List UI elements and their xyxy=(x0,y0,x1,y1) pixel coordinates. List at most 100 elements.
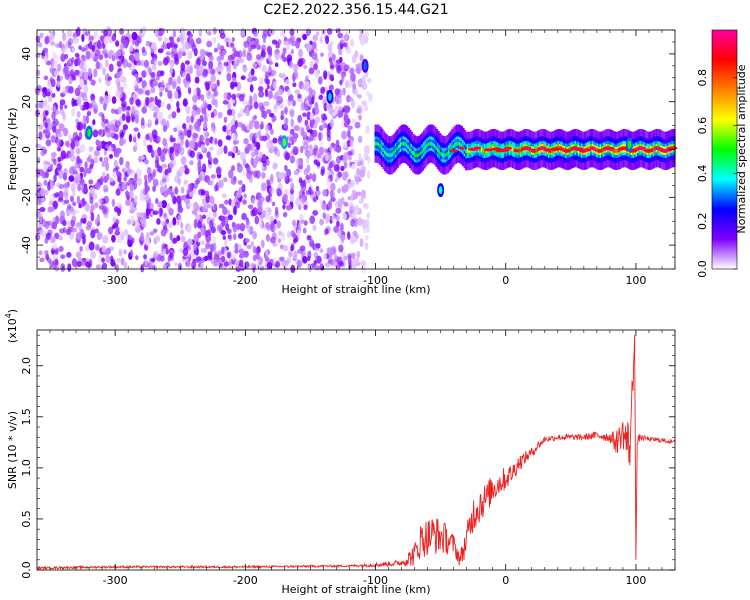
heatmap-cell xyxy=(219,45,225,51)
snr-scale-exponent: 4 xyxy=(4,313,13,318)
heatmap-cell xyxy=(51,92,56,98)
heatmap-cell xyxy=(45,253,49,261)
heatmap-cell xyxy=(267,54,273,63)
heatmap-cell xyxy=(343,42,347,48)
heatmap-cell xyxy=(176,136,181,144)
heatmap-cell xyxy=(192,202,198,209)
heatmap-cell xyxy=(199,170,205,177)
heatmap-cell xyxy=(189,36,194,46)
heatmap-cell xyxy=(165,55,171,64)
heatmap-cell xyxy=(139,212,145,218)
heatmap-cell xyxy=(116,236,123,244)
heatmap-cell xyxy=(193,206,198,216)
heatmap-cell xyxy=(98,77,102,83)
heatmap-cell xyxy=(209,219,214,230)
heatmap-cell xyxy=(335,207,342,214)
heatmap-cell xyxy=(184,60,190,65)
heatmap-cell xyxy=(356,167,361,176)
heatmap-cell xyxy=(60,53,66,63)
heatmap-cell xyxy=(206,40,213,48)
heatmap-cell xyxy=(152,80,158,87)
heatmap-cell xyxy=(258,90,265,98)
heatmap-cell xyxy=(358,198,364,204)
heatmap-cell xyxy=(84,71,90,81)
heatmap-cell xyxy=(74,140,80,148)
heatmap-cell xyxy=(68,133,72,143)
heatmap-cell xyxy=(282,56,288,62)
heatmap-cell xyxy=(253,115,258,120)
heatmap-cell xyxy=(183,179,188,185)
heatmap-cell xyxy=(61,32,67,42)
heatmap-cell xyxy=(134,220,139,229)
spectrogram-heatmap xyxy=(34,25,678,274)
heatmap-cell xyxy=(208,55,214,61)
heatmap-cell xyxy=(139,196,146,201)
heatmap-cell xyxy=(139,189,146,198)
heatmap-cell xyxy=(239,57,245,64)
heatmap-cell xyxy=(37,42,43,48)
heatmap-cell xyxy=(385,151,389,156)
heatmap-cell xyxy=(318,146,325,156)
heatmap-cell xyxy=(524,146,532,150)
heatmap-cell xyxy=(198,153,203,160)
heatmap-cell xyxy=(85,167,92,174)
heatmap-cell xyxy=(95,61,101,70)
heatmap-cell xyxy=(305,28,311,37)
heatmap-cell xyxy=(35,103,41,109)
heatmap-cell xyxy=(309,215,316,224)
heatmap-cell xyxy=(151,63,157,71)
heatmap-cell xyxy=(86,111,92,117)
heatmap-cell xyxy=(277,38,282,45)
heatmap-cell xyxy=(253,93,258,103)
heatmap-cell xyxy=(311,41,317,50)
heatmap-cell xyxy=(200,93,205,101)
heatmap-cell xyxy=(336,220,340,228)
heatmap-cell xyxy=(243,137,249,145)
heatmap-cell xyxy=(226,209,231,216)
heatmap-cell xyxy=(239,222,246,232)
heatmap-cell xyxy=(51,60,58,69)
heatmap-cell xyxy=(72,201,77,206)
heatmap-cell xyxy=(289,193,295,203)
heatmap-cell xyxy=(203,247,208,253)
heatmap-cell xyxy=(50,152,57,158)
heatmap-cell xyxy=(265,78,271,86)
heatmap-cell xyxy=(223,177,228,183)
heatmap-cell xyxy=(231,93,237,100)
heatmap-cell xyxy=(70,154,76,162)
heatmap-cell xyxy=(113,159,118,168)
heatmap-cell xyxy=(52,125,57,133)
heatmap-cell xyxy=(185,260,191,267)
heatmap-cell xyxy=(153,29,160,36)
heatmap-cell xyxy=(318,94,324,100)
heatmap-cell xyxy=(86,156,91,163)
heatmap-cell xyxy=(364,234,369,241)
y-tick-label: 0.5 xyxy=(20,510,33,528)
heatmap-cell xyxy=(103,156,109,164)
heatmap-cell xyxy=(187,86,192,95)
heatmap-cell xyxy=(112,172,117,177)
heatmap-cell xyxy=(287,89,292,96)
heatmap-cell xyxy=(146,166,152,176)
heatmap-cell xyxy=(207,103,212,111)
heatmap-cell xyxy=(303,179,307,187)
heatmap-cell xyxy=(226,252,231,259)
heatmap-cell xyxy=(238,248,245,254)
heatmap-cell xyxy=(153,57,157,66)
heatmap-cell xyxy=(249,132,255,142)
colorbar-tick-label: 0.8 xyxy=(696,69,709,87)
heatmap-cell xyxy=(160,101,165,108)
heatmap-cell xyxy=(347,129,351,138)
heatmap-cell xyxy=(115,263,119,273)
heatmap-cell xyxy=(353,159,360,164)
heatmap-cell xyxy=(323,229,328,236)
heatmap-cell xyxy=(260,182,267,192)
heatmap-cell xyxy=(330,191,336,198)
heatmap-cell xyxy=(223,92,229,100)
heatmap-cell xyxy=(110,259,115,267)
heatmap-cell xyxy=(277,177,282,183)
heatmap-cell xyxy=(296,259,303,268)
heatmap-cell xyxy=(320,52,324,57)
heatmap-cell xyxy=(62,227,67,234)
heatmap-cell xyxy=(195,214,201,221)
